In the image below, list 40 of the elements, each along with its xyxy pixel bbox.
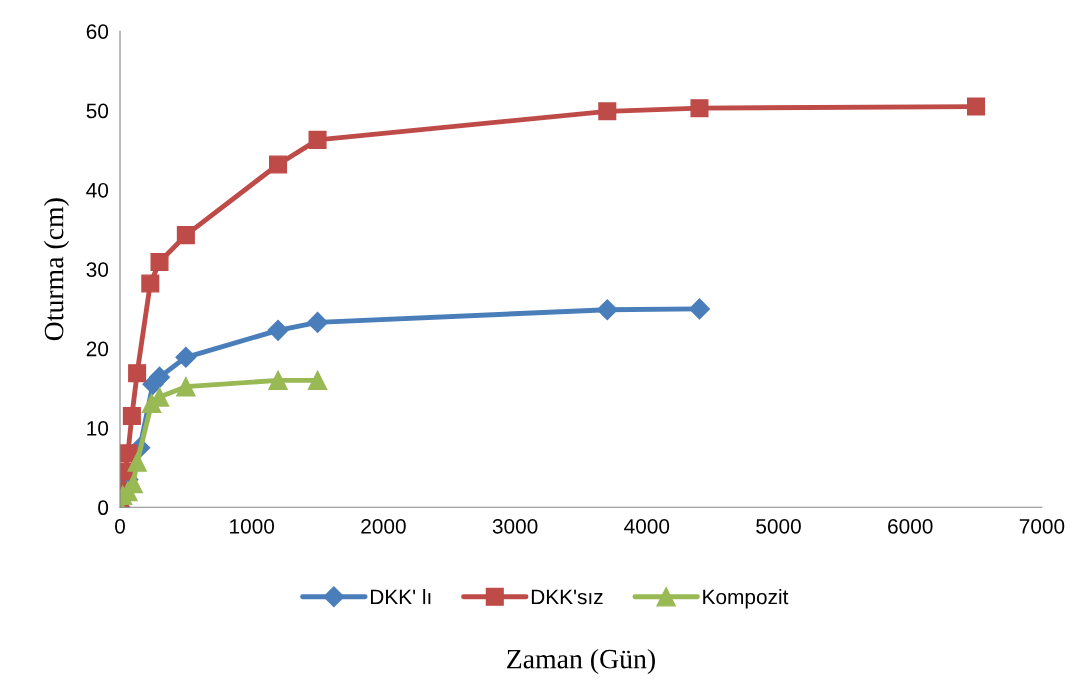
x-tick-label: 3000 — [492, 518, 538, 534]
legend-label: Kompozit — [703, 588, 789, 609]
x-tick-label: 2000 — [361, 518, 406, 534]
point — [127, 452, 147, 472]
point — [267, 319, 289, 341]
y-tick-label: 60 — [86, 24, 109, 39]
y-tick-label: 50 — [86, 103, 109, 119]
point — [150, 253, 169, 272]
x-tick-label: 1000 — [230, 518, 275, 534]
x-tick-label: 7000 — [1019, 518, 1065, 534]
point — [307, 311, 329, 333]
y-tick-label: 40 — [86, 182, 109, 198]
point — [690, 99, 709, 118]
point — [149, 366, 171, 388]
x-tick-label: 4000 — [624, 518, 670, 534]
y-tick-label: 10 — [87, 420, 109, 436]
point — [141, 274, 160, 293]
x-tick-label: 5000 — [756, 518, 801, 534]
point — [176, 376, 196, 397]
y-tick-label: 30 — [86, 262, 109, 277]
point — [308, 130, 327, 149]
point — [122, 406, 141, 426]
point — [176, 226, 195, 245]
legend-label: DKK' lı — [370, 588, 431, 605]
y-tick-label: 0 — [98, 500, 109, 516]
x-axis-title: Zaman (Gün) — [507, 648, 655, 675]
point — [269, 155, 288, 174]
x-tick-label: 0 — [115, 518, 125, 534]
point — [128, 364, 147, 383]
point — [596, 299, 618, 321]
point — [598, 102, 617, 121]
y-tick-label: 20 — [86, 341, 109, 357]
point — [175, 346, 197, 368]
point — [967, 97, 986, 116]
point — [688, 298, 711, 320]
y-axis-title: Oturma (cm) — [43, 198, 70, 341]
legend-label: DKK'sız — [531, 589, 603, 605]
x-tick-label: 6000 — [888, 518, 933, 534]
point — [268, 370, 288, 391]
point — [307, 370, 328, 391]
